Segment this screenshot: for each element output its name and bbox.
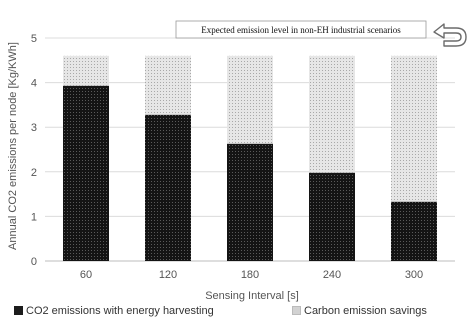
legend: CO2 emissions with energy harvesting Car… [14,305,472,321]
legend-item-emissions: CO2 emissions with energy harvesting [14,305,214,317]
x-tick-label: 240 [323,269,341,281]
bar-emissions [309,172,355,261]
chart: 0 1 2 3 4 5 60 120 180 240 300 Annual CO2 emission… [7,20,467,302]
y-axis-title: Annual CO2 emissions per node [Kg/KWh] [7,42,19,250]
x-tick-label: 120 [159,269,177,281]
bar-emissions [63,85,109,261]
bar-emissions [145,114,191,261]
bar-savings [63,55,109,86]
bar-savings [391,55,437,202]
tick-labels: 0 1 2 3 4 5 60 120 180 240 300 [31,33,423,281]
legend-label-emissions: CO2 emissions with energy harvesting [26,305,214,317]
x-tick-label: 180 [241,269,259,281]
y-tick-label: 5 [31,33,37,45]
bar-emissions [227,143,273,261]
y-tick-label: 1 [31,211,37,223]
y-tick-label: 4 [31,78,37,90]
annotation-box: Expected emission level in non-EH indust… [175,20,427,39]
x-tick-label: 60 [80,269,92,281]
bar-savings [227,55,273,144]
y-tick-label: 3 [31,122,37,134]
bars [63,55,437,261]
y-tick-label: 0 [31,256,37,268]
legend-swatch-savings [292,306,301,315]
legend-label-savings: Carbon emission savings [304,305,427,317]
legend-swatch-emissions [14,306,23,315]
legend-item-savings: Carbon emission savings [292,305,427,317]
x-axis-title: Sensing Interval [s] [205,290,299,302]
annotation-text: Expected emission level in non-EH indust… [201,25,401,35]
bar-savings [145,55,191,115]
bar-emissions [391,201,437,261]
y-tick-label: 2 [31,167,37,179]
bar-savings [309,55,355,173]
x-tick-label: 300 [405,269,423,281]
u-turn-arrow-icon [433,23,467,47]
